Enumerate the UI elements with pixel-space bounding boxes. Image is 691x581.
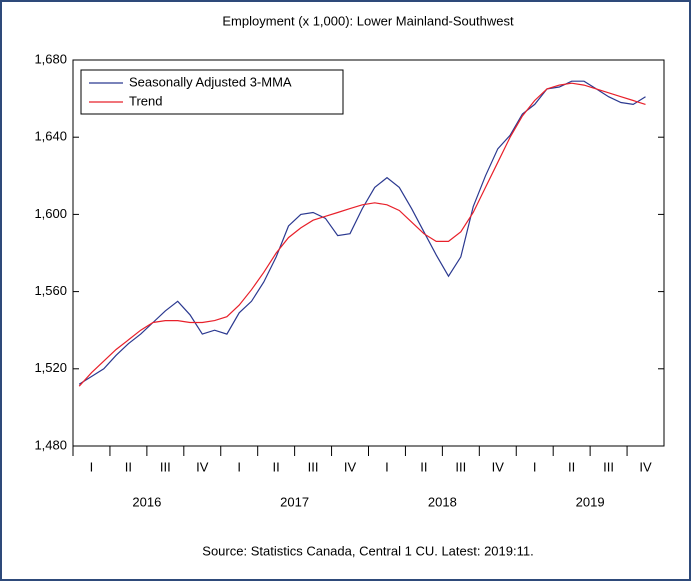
line-series xyxy=(78,82,646,387)
x-tick-label: II xyxy=(273,459,280,474)
legend-label: Trend xyxy=(129,93,162,108)
x-tick-label: II xyxy=(568,459,575,474)
line-series xyxy=(78,80,646,385)
x-tick-label: I xyxy=(385,459,389,474)
legend-box xyxy=(80,69,344,115)
x-tick-label: I xyxy=(237,459,241,474)
y-tick-label: 1,560 xyxy=(34,283,67,298)
x-tick-label: IV xyxy=(196,459,209,474)
legend-label: Seasonally Adjusted 3-MMA xyxy=(129,74,292,89)
y-tick-label: 1,520 xyxy=(34,360,67,375)
year-label: 2018 xyxy=(428,494,457,509)
y-tick-label: 1,680 xyxy=(34,51,67,66)
x-tick-label: I xyxy=(90,459,94,474)
chart-title: Employment (x 1,000): Lower Mainland-Sou… xyxy=(222,13,514,28)
y-tick-label: 1,600 xyxy=(34,206,67,221)
year-label: 2019 xyxy=(576,494,605,509)
x-tick-label: III xyxy=(603,459,614,474)
x-tick-label: II xyxy=(125,459,132,474)
x-tick-label: I xyxy=(533,459,537,474)
x-tick-label: III xyxy=(308,459,319,474)
y-tick-label: 1,640 xyxy=(34,129,67,144)
source-note: Source: Statistics Canada, Central 1 CU.… xyxy=(202,543,533,558)
year-label: 2016 xyxy=(132,494,161,509)
x-tick-label: III xyxy=(160,459,171,474)
x-tick-label: II xyxy=(420,459,427,474)
x-tick-label: III xyxy=(455,459,466,474)
x-tick-label: IV xyxy=(492,459,505,474)
x-tick-label: IV xyxy=(344,459,357,474)
year-label: 2017 xyxy=(280,494,309,509)
y-tick-label: 1,480 xyxy=(34,437,67,452)
x-tick-label: IV xyxy=(639,459,652,474)
